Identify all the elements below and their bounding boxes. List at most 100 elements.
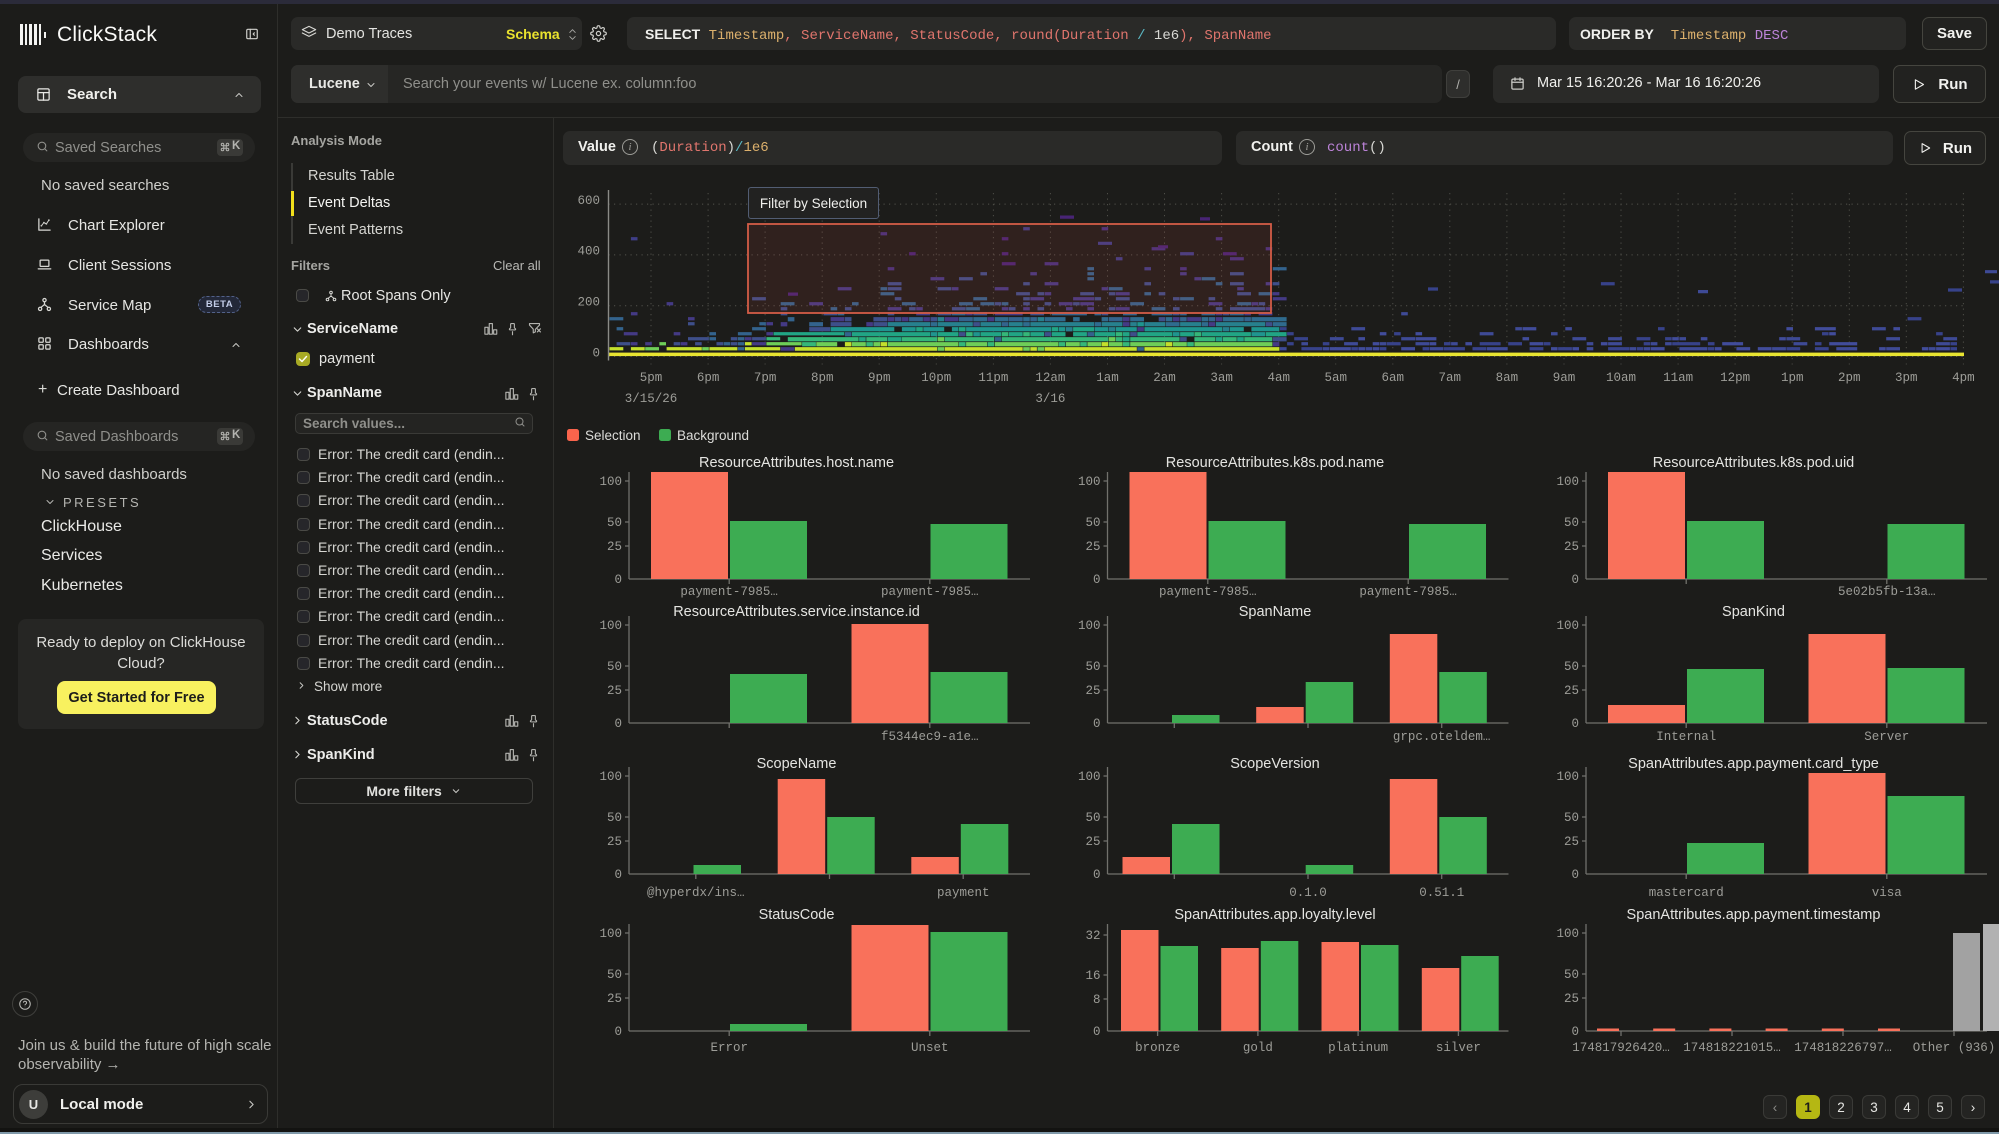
svg-text:7am: 7am [1439, 371, 1462, 385]
svg-text:50: 50 [1085, 660, 1100, 674]
svg-text:100: 100 [1556, 927, 1579, 941]
svg-text:ResourceAttributes.k8s.pod.uid: ResourceAttributes.k8s.pod.uid [1653, 455, 1855, 471]
svg-text:0: 0 [1571, 717, 1579, 731]
svg-text:400: 400 [577, 245, 600, 259]
svg-text:payment-7985…: payment-7985… [680, 585, 778, 599]
svg-text:Server: Server [1864, 730, 1909, 744]
svg-text:0: 0 [1093, 573, 1101, 587]
svg-text:0: 0 [1571, 1025, 1579, 1039]
svg-text:100: 100 [1556, 770, 1579, 784]
svg-text:3am: 3am [1210, 371, 1233, 385]
svg-text:2am: 2am [1153, 371, 1176, 385]
svg-text:payment-7985…: payment-7985… [881, 585, 979, 599]
svg-text:7pm: 7pm [754, 371, 777, 385]
svg-text:50: 50 [607, 811, 622, 825]
svg-text:3/15/26: 3/15/26 [625, 392, 678, 406]
svg-text:grpc.oteldem…: grpc.oteldem… [1393, 730, 1491, 744]
svg-text:25: 25 [1085, 684, 1100, 698]
svg-text:25: 25 [607, 992, 622, 1006]
svg-text:50: 50 [607, 516, 622, 530]
svg-text:1pm: 1pm [1781, 371, 1804, 385]
svg-text:Other (936): Other (936) [1913, 1041, 1996, 1055]
svg-text:Internal: Internal [1656, 730, 1716, 744]
svg-text:100: 100 [1078, 619, 1101, 633]
svg-text:174817926420…: 174817926420… [1572, 1041, 1670, 1055]
svg-text:16: 16 [1085, 969, 1100, 983]
svg-text:9pm: 9pm [868, 371, 891, 385]
svg-text:32: 32 [1085, 929, 1100, 943]
svg-text:payment-7985…: payment-7985… [1359, 585, 1457, 599]
svg-text:100: 100 [1556, 619, 1579, 633]
svg-text:5am: 5am [1324, 371, 1347, 385]
svg-text:0: 0 [614, 868, 622, 882]
svg-text:gold: gold [1243, 1041, 1273, 1055]
svg-text:SpanName: SpanName [1239, 604, 1312, 620]
svg-text:visa: visa [1872, 886, 1903, 900]
svg-text:25: 25 [1085, 540, 1100, 554]
svg-text:50: 50 [1564, 516, 1579, 530]
svg-text:25: 25 [607, 540, 622, 554]
svg-text:platinum: platinum [1328, 1041, 1388, 1055]
svg-text:0.51.1: 0.51.1 [1419, 886, 1464, 900]
svg-text:9am: 9am [1553, 371, 1576, 385]
svg-text:174818221015…: 174818221015… [1683, 1041, 1781, 1055]
svg-text:f5344ec9-a1e…: f5344ec9-a1e… [881, 730, 979, 744]
svg-text:10am: 10am [1606, 371, 1636, 385]
svg-text:2pm: 2pm [1838, 371, 1861, 385]
svg-text:50: 50 [1564, 660, 1579, 674]
svg-text:ScopeName: ScopeName [757, 756, 837, 772]
svg-text:0: 0 [1571, 868, 1579, 882]
svg-text:silver: silver [1436, 1041, 1481, 1055]
svg-text:50: 50 [1085, 516, 1100, 530]
svg-text:bronze: bronze [1135, 1041, 1180, 1055]
svg-text:@hyperdx/ins…: @hyperdx/ins… [647, 886, 745, 900]
svg-text:ResourceAttributes.k8s.pod.nam: ResourceAttributes.k8s.pod.name [1166, 455, 1384, 471]
svg-text:100: 100 [1078, 475, 1101, 489]
svg-text:payment-7985…: payment-7985… [1159, 585, 1257, 599]
svg-text:3pm: 3pm [1895, 371, 1918, 385]
svg-text:8: 8 [1093, 993, 1101, 1007]
svg-text:ResourceAttributes.service.ins: ResourceAttributes.service.instance.id [673, 604, 920, 620]
svg-text:0: 0 [1571, 573, 1579, 587]
svg-text:50: 50 [1564, 968, 1579, 982]
svg-text:25: 25 [1564, 540, 1579, 554]
svg-text:174818226797…: 174818226797… [1794, 1041, 1892, 1055]
svg-text:3/16: 3/16 [1035, 392, 1065, 406]
svg-text:1am: 1am [1096, 371, 1119, 385]
svg-text:Error: Error [710, 1041, 748, 1055]
svg-text:25: 25 [607, 684, 622, 698]
svg-text:100: 100 [599, 770, 622, 784]
svg-text:SpanAttributes.app.payment.tim: SpanAttributes.app.payment.timestamp [1627, 907, 1881, 923]
svg-text:11pm: 11pm [978, 371, 1008, 385]
svg-text:25: 25 [1564, 835, 1579, 849]
svg-text:4pm: 4pm [1952, 371, 1975, 385]
svg-text:12pm: 12pm [1720, 371, 1750, 385]
svg-text:0: 0 [614, 573, 622, 587]
svg-text:payment: payment [937, 886, 990, 900]
svg-text:200: 200 [577, 296, 600, 310]
svg-text:25: 25 [1564, 684, 1579, 698]
svg-text:600: 600 [577, 194, 600, 208]
svg-text:5e02b5fb-13a…: 5e02b5fb-13a… [1838, 585, 1936, 599]
svg-text:SpanAttributes.app.loyalty.lev: SpanAttributes.app.loyalty.level [1174, 907, 1375, 923]
svg-text:100: 100 [1556, 475, 1579, 489]
svg-text:Unset: Unset [911, 1041, 949, 1055]
svg-text:50: 50 [1085, 811, 1100, 825]
svg-text:100: 100 [599, 927, 622, 941]
svg-text:50: 50 [607, 968, 622, 982]
svg-text:25: 25 [1564, 992, 1579, 1006]
svg-text:25: 25 [607, 835, 622, 849]
svg-text:8pm: 8pm [811, 371, 834, 385]
svg-text:100: 100 [599, 619, 622, 633]
svg-text:5pm: 5pm [640, 371, 663, 385]
svg-text:12am: 12am [1035, 371, 1065, 385]
svg-text:SpanKind: SpanKind [1722, 604, 1785, 620]
svg-text:6am: 6am [1382, 371, 1405, 385]
svg-text:100: 100 [599, 475, 622, 489]
svg-text:10pm: 10pm [921, 371, 951, 385]
svg-text:4am: 4am [1267, 371, 1290, 385]
svg-text:ScopeVersion: ScopeVersion [1230, 756, 1319, 772]
svg-text:StatusCode: StatusCode [759, 907, 835, 923]
svg-text:11am: 11am [1663, 371, 1693, 385]
svg-text:50: 50 [1564, 811, 1579, 825]
